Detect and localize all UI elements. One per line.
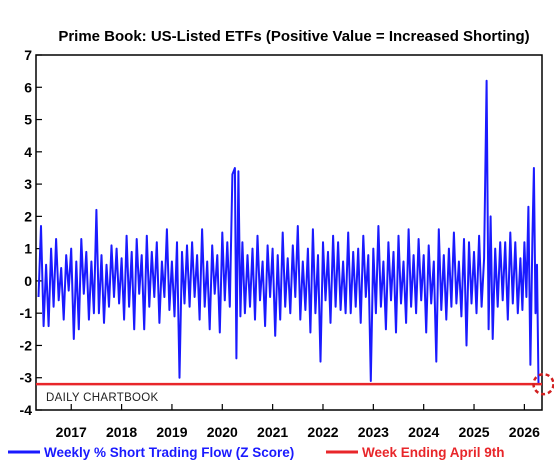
x-tick-label: 2026 <box>509 424 540 440</box>
x-tick-label: 2024 <box>408 424 439 440</box>
y-tick-label: 5 <box>24 112 32 128</box>
y-tick-label: -1 <box>20 305 33 321</box>
y-tick-label: -4 <box>20 402 33 418</box>
x-tick-label: 2025 <box>458 424 489 440</box>
y-tick-label: 7 <box>24 47 32 63</box>
x-axis: 2017 2018 2019 2020 2021 2022 2023 2024 2025 2026 <box>56 404 540 440</box>
legend-label-flow: Weekly % Short Trading Flow (Z Score) <box>44 445 294 460</box>
y-tick-label: 0 <box>24 273 32 289</box>
x-tick-label: 2017 <box>56 424 87 440</box>
watermark-label: DAILY CHARTBOOK <box>46 392 159 404</box>
x-tick-label: 2020 <box>207 424 238 440</box>
plot-frame <box>35 54 543 411</box>
legend: Weekly % Short Trading Flow (Z Score) We… <box>8 445 505 460</box>
y-tick-label: -3 <box>20 370 33 386</box>
x-tick-label: 2021 <box>257 424 288 440</box>
series-line-flow <box>37 79 540 385</box>
y-axis: 7 6 5 4 3 2 1 0 -1 -2 -3 -4 <box>20 47 42 418</box>
chart-title: Prime Book: US-Listed ETFs (Positive Val… <box>58 28 529 45</box>
y-tick-label: 3 <box>24 176 32 192</box>
x-tick-label: 2023 <box>358 424 389 440</box>
x-tick-label: 2019 <box>156 424 187 440</box>
y-tick-label: 6 <box>24 79 32 95</box>
y-tick-label: -2 <box>20 337 33 353</box>
legend-label-week: Week Ending April 9th <box>362 445 505 460</box>
y-tick-label: 4 <box>24 144 32 160</box>
y-tick-label: 1 <box>24 241 32 257</box>
highlight-circle <box>532 372 554 396</box>
series-layer <box>36 79 554 396</box>
x-tick-label: 2018 <box>106 424 137 440</box>
plot-area: 7 6 5 4 3 2 1 0 -1 -2 -3 -4 2017 2018 2019 2020 2021 202… <box>20 47 554 440</box>
y-tick-label: 2 <box>24 208 32 224</box>
x-tick-label: 2022 <box>307 424 338 440</box>
